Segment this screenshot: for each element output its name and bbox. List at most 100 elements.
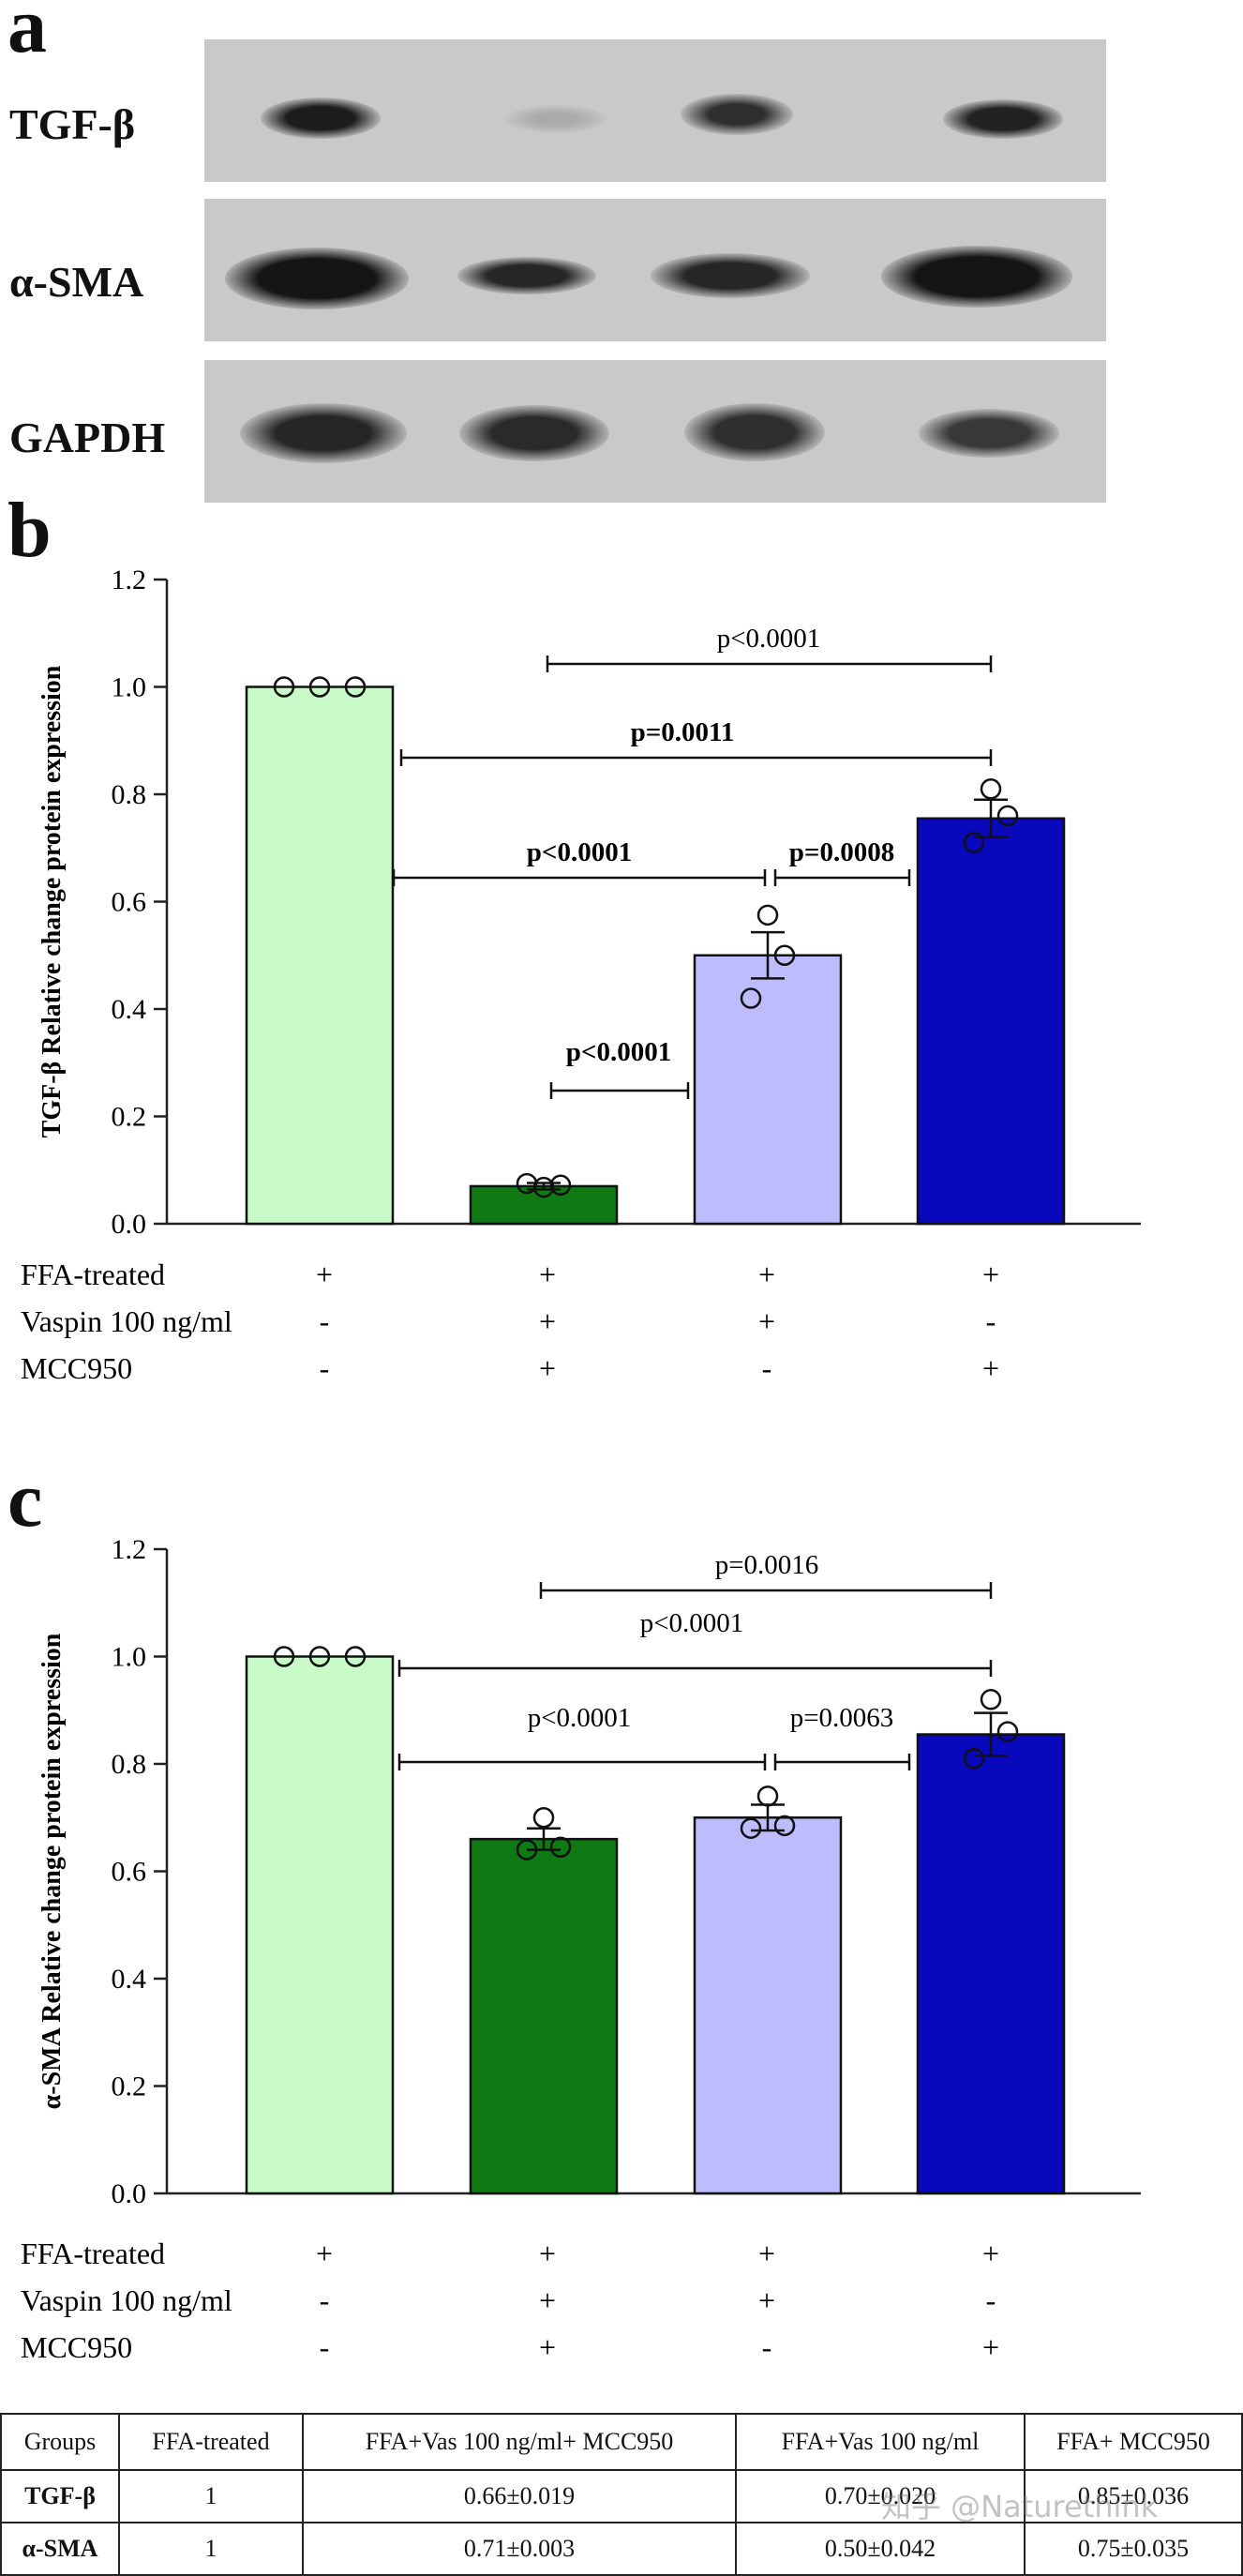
y-tick-label: 0.8 xyxy=(112,1749,147,1780)
condition-sign: + xyxy=(539,1258,556,1291)
data-point xyxy=(273,1646,295,1667)
p-value-label: p=0.0016 xyxy=(715,1550,819,1580)
condition-sign: + xyxy=(539,2283,556,2317)
table-cell: TGF-β xyxy=(0,2469,120,2523)
y-tick-label: 0.0 xyxy=(112,2178,147,2209)
condition-sign: - xyxy=(320,2283,330,2317)
condition-sign: + xyxy=(539,1351,556,1385)
data-point xyxy=(996,1721,1019,1742)
condition-sign: + xyxy=(539,2330,556,2364)
y-tick-label: 1.2 xyxy=(112,565,147,595)
data-point xyxy=(308,1646,331,1667)
table-header-cell: FFA+ MCC950 xyxy=(1024,2413,1243,2471)
y-tick-label: 0.2 xyxy=(112,2071,147,2102)
blot-tgf-beta xyxy=(204,39,1106,182)
bar-ffa-vas-mcc950 xyxy=(469,1184,619,1226)
condition-sign: - xyxy=(986,2283,996,2317)
chart-c-alpha-sma: 0.0 0.2 0.4 0.6 0.8 1.0 1.2 α-SMA Relative chan… xyxy=(21,1534,1141,2364)
bar-ffa-vas xyxy=(693,1816,843,2195)
condition-sign: + xyxy=(539,2237,556,2270)
y-tick-label: 0.6 xyxy=(112,1857,147,1888)
table-header-cell: FFA+Vas 100 ng/ml+ MCC950 xyxy=(302,2413,737,2471)
data-point xyxy=(308,676,331,698)
y-tick-label: 1.0 xyxy=(112,672,147,703)
condition-sign: + xyxy=(982,1351,999,1385)
table-cell: 0.85±0.036 xyxy=(1024,2469,1243,2523)
p-value-label: p=0.0011 xyxy=(631,717,735,747)
p-value-label: p=0.0063 xyxy=(790,1703,894,1733)
condition-sign: - xyxy=(320,1304,330,1338)
blot-alpha-sma xyxy=(204,199,1106,341)
data-point xyxy=(980,1689,1002,1710)
y-tick-label: 0.0 xyxy=(112,1209,147,1240)
condition-sign: + xyxy=(758,2237,775,2270)
table-row: TGF-β 1 0.66±0.019 0.70±0.020 0.85±0.036 xyxy=(0,2469,1243,2523)
data-point xyxy=(756,1785,779,1807)
condition-sign: + xyxy=(316,1258,333,1291)
p-value-label: p<0.0001 xyxy=(527,837,632,867)
blot-band xyxy=(881,246,1072,308)
bar-ffa-mcc950 xyxy=(916,1733,1066,2195)
condition-sign: + xyxy=(316,2237,333,2270)
p-value-label: p<0.0001 xyxy=(528,1703,632,1733)
data-point xyxy=(532,1807,555,1829)
bar-ffa-vas xyxy=(693,954,843,1226)
panel-a-letter: a xyxy=(7,0,47,69)
table-cell: 1 xyxy=(118,2522,304,2576)
data-point xyxy=(549,1836,572,1858)
data-point xyxy=(516,1172,538,1195)
blot-band xyxy=(459,405,609,461)
y-tick-label: 0.4 xyxy=(112,994,147,1025)
condition-label: Vaspin 100 ng/ml xyxy=(21,1304,232,1338)
blot-label-gapdh: GAPDH xyxy=(9,414,166,461)
chart-b-tgf-beta: 0.0 0.2 0.4 0.6 0.8 1.0 1.2 TGF-β Relative chan… xyxy=(21,565,1141,1385)
table-cell: 0.50±0.042 xyxy=(735,2522,1026,2576)
watermark-text: 知乎 @Naturethink xyxy=(881,2489,1159,2524)
bar-ffa-vas-mcc950 xyxy=(469,1837,619,2195)
y-tick-label: 0.8 xyxy=(112,779,147,810)
data-point xyxy=(344,676,367,698)
data-point xyxy=(740,987,762,1009)
table-header-cell: FFA-treated xyxy=(118,2413,304,2471)
y-axis-label: α-SMA Relative change protein expression xyxy=(37,1633,67,2109)
condition-sign: + xyxy=(758,1304,775,1338)
y-tick-label: 0.4 xyxy=(112,1964,147,1995)
data-point xyxy=(756,904,779,926)
condition-sign: + xyxy=(539,1304,556,1338)
blot-band xyxy=(943,99,1063,139)
data-point xyxy=(963,1748,985,1770)
data-point xyxy=(773,1815,796,1837)
y-tick-label: 1.2 xyxy=(112,1534,147,1565)
table-cell: 0.71±0.003 xyxy=(302,2522,737,2576)
blot-band xyxy=(457,257,596,294)
condition-label: FFA-treated xyxy=(21,2237,165,2270)
bar-ffa xyxy=(245,1655,395,2195)
blot-gapdh xyxy=(204,360,1106,503)
table-cell: 0.75±0.035 xyxy=(1024,2522,1243,2576)
bar-ffa-mcc950 xyxy=(916,817,1066,1226)
p-value-label: p<0.0001 xyxy=(717,624,821,654)
y-axis-label: TGF-β Relative change protein expression xyxy=(37,665,67,1137)
condition-label: FFA-treated xyxy=(21,1258,165,1291)
y-tick-label: 0.6 xyxy=(112,887,147,918)
blot-label-alpha-sma: α-SMA xyxy=(9,258,144,306)
summary-table: Groups FFA-treated FFA+Vas 100 ng/ml+ MC… xyxy=(0,2413,1243,2576)
y-tick-label: 1.0 xyxy=(112,1642,147,1673)
blot-band xyxy=(681,94,793,135)
data-point xyxy=(996,805,1019,827)
table-cell: 1 xyxy=(118,2469,304,2523)
blot-band xyxy=(504,105,607,133)
table-header-cell: Groups xyxy=(0,2413,120,2471)
blot-band xyxy=(225,248,409,309)
y-tick-label: 0.2 xyxy=(112,1102,147,1133)
panel-b-letter: b xyxy=(7,487,52,574)
data-point xyxy=(516,1839,538,1860)
data-point xyxy=(273,676,295,698)
condition-label: MCC950 xyxy=(21,1351,132,1385)
condition-sign: + xyxy=(758,1258,775,1291)
p-value-label: p<0.0001 xyxy=(566,1037,671,1067)
blot-label-tgf-beta: TGF-β xyxy=(9,100,136,148)
p-value-label: p<0.0001 xyxy=(640,1608,744,1638)
condition-label: MCC950 xyxy=(21,2330,132,2364)
blot-band xyxy=(651,253,810,298)
